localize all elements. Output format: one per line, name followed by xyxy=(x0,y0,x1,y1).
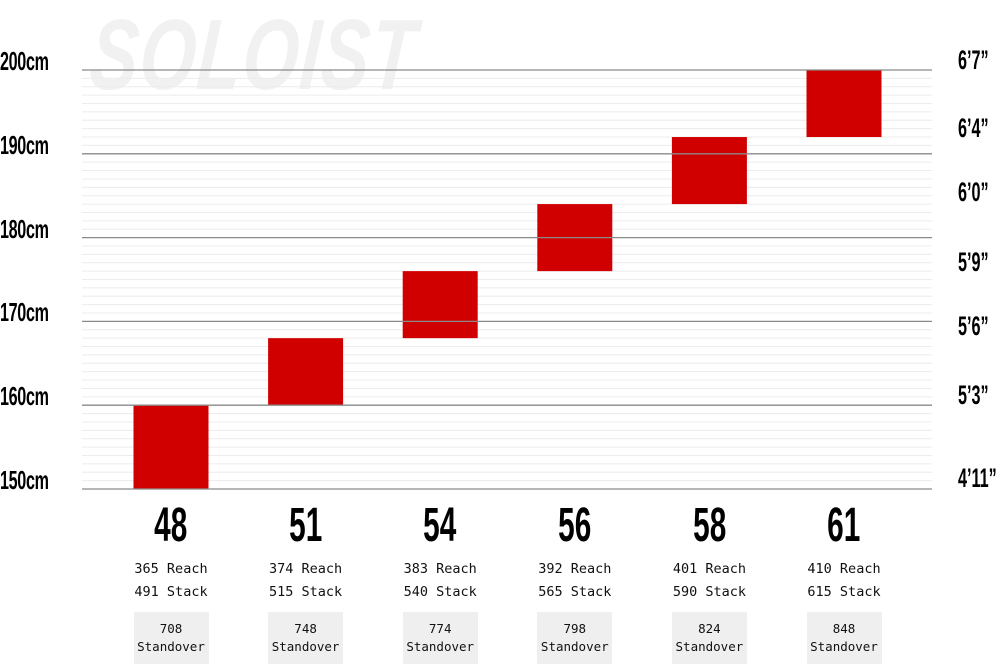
standover-label: Standover xyxy=(137,639,205,654)
reach-value: 401 Reach xyxy=(672,561,746,577)
bar-size-61 xyxy=(806,70,882,138)
standover-label: Standover xyxy=(271,639,340,654)
reach-value: 410 Reach xyxy=(807,561,881,577)
stack-value: 565 Stack xyxy=(538,584,612,600)
standover-label: Standover xyxy=(675,639,744,654)
stack-value: 615 Stack xyxy=(807,584,881,600)
size-column-54: 54 383 Reach 540 Stack 774 Standover xyxy=(373,500,507,664)
size-column-48: 48 365 Reach 491 Stack 708 Standover xyxy=(104,500,238,664)
standover-box: 748 Standover xyxy=(268,612,344,664)
y-tick-label-right: 5’9” xyxy=(958,247,989,277)
geometry-values: 365 Reach 491 Stack xyxy=(104,558,238,604)
stack-value: 515 Stack xyxy=(269,584,343,600)
frame-size-label: 61 xyxy=(827,499,861,552)
frame-size-label: 54 xyxy=(423,499,457,552)
bar-size-58 xyxy=(671,137,747,205)
size-column-58: 58 401 Reach 590 Stack 824 Standover xyxy=(642,500,776,664)
standover-value: 798 xyxy=(563,621,587,636)
y-tick-label-left: 200cm xyxy=(0,46,49,76)
y-tick-label-left: 180cm xyxy=(0,213,49,244)
reach-value: 392 Reach xyxy=(538,561,612,577)
y-tick-label-right: 6’4” xyxy=(958,113,989,143)
standover-value: 774 xyxy=(428,621,452,636)
standover-box: 848 Standover xyxy=(806,612,882,664)
geometry-values: 383 Reach 540 Stack xyxy=(373,558,507,604)
y-tick-label-left: 150cm xyxy=(0,465,49,495)
stack-value: 491 Stack xyxy=(134,584,208,600)
standover-value: 848 xyxy=(832,621,856,636)
standover-box: 708 Standover xyxy=(133,612,209,664)
y-tick-label-left: 190cm xyxy=(0,129,49,160)
standover-box: 774 Standover xyxy=(402,612,478,664)
y-tick-label-left: 170cm xyxy=(0,297,49,328)
standover-box: 798 Standover xyxy=(537,612,613,664)
y-tick-label-right: 6’7” xyxy=(958,45,989,75)
standover-value: 708 xyxy=(159,621,183,636)
size-column-61: 61 410 Reach 615 Stack 848 Standover xyxy=(777,500,911,664)
stack-value: 540 Stack xyxy=(403,584,477,600)
y-tick-label-right: 5’3” xyxy=(958,380,989,410)
size-column-56: 56 392 Reach 565 Stack 798 Standover xyxy=(508,500,642,664)
standover-label: Standover xyxy=(810,639,878,654)
bar-size-48 xyxy=(133,405,209,489)
standover-value: 748 xyxy=(294,621,317,636)
geometry-values: 401 Reach 590 Stack xyxy=(642,558,776,604)
y-tick-label-right: 4’11” xyxy=(958,463,997,493)
frame-size-label: 51 xyxy=(289,499,323,552)
standover-label: Standover xyxy=(406,639,475,654)
frame-size-label: 58 xyxy=(692,499,726,552)
reach-value: 374 Reach xyxy=(269,561,343,577)
geometry-values: 374 Reach 515 Stack xyxy=(239,558,373,604)
size-column-51: 51 374 Reach 515 Stack 748 Standover xyxy=(239,500,373,664)
frame-size-label: 48 xyxy=(154,499,188,552)
standover-value: 824 xyxy=(698,621,721,636)
y-tick-label-right: 5’6” xyxy=(958,311,989,341)
standover-box: 824 Standover xyxy=(671,612,747,664)
reach-value: 365 Reach xyxy=(134,561,208,577)
standover-label: Standover xyxy=(540,639,609,654)
frame-size-label: 56 xyxy=(558,499,592,552)
bar-size-51 xyxy=(268,338,344,406)
bar-size-54 xyxy=(402,271,478,339)
geometry-values: 392 Reach 565 Stack xyxy=(508,558,642,604)
reach-value: 383 Reach xyxy=(403,561,477,577)
geometry-values: 410 Reach 615 Stack xyxy=(777,558,911,604)
y-tick-label-right: 6’0” xyxy=(958,177,989,207)
y-tick-label-left: 160cm xyxy=(0,381,49,412)
stack-value: 590 Stack xyxy=(672,584,746,600)
